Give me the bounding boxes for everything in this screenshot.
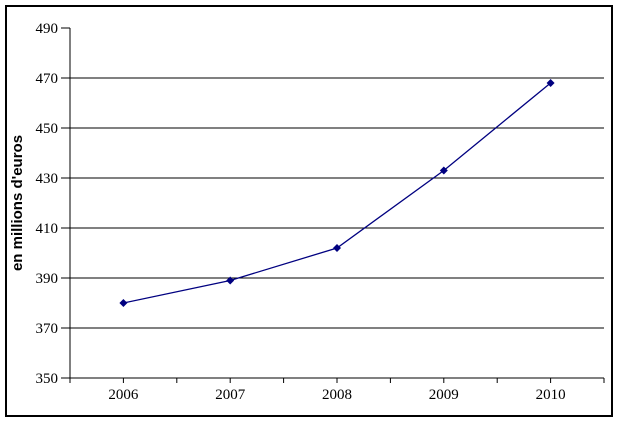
y-tick-label: 390	[36, 271, 59, 287]
x-category-label: 2008	[322, 387, 352, 403]
y-axis-title: en millions d'euros	[9, 135, 26, 271]
x-category-label: 2006	[108, 387, 139, 403]
data-point-marker	[226, 276, 235, 285]
data-point-marker	[439, 166, 448, 175]
y-tick-label: 350	[36, 371, 59, 387]
data-point-marker	[546, 79, 555, 87]
data-line	[123, 82, 552, 304]
x-category-label: 2010	[536, 387, 566, 403]
y-tick-label: 410	[36, 221, 59, 237]
y-tick-label: 490	[36, 21, 59, 37]
y-tick-label: 450	[36, 121, 59, 137]
data-point-marker	[333, 244, 341, 252]
x-category-label: 2009	[429, 387, 459, 403]
y-tick-label: 370	[36, 321, 59, 337]
y-tick-label: 430	[36, 171, 59, 187]
y-tick-label: 470	[36, 71, 59, 87]
data-point-marker	[119, 299, 128, 307]
x-category-label: 2007	[215, 387, 246, 403]
chart-border	[5, 5, 613, 417]
